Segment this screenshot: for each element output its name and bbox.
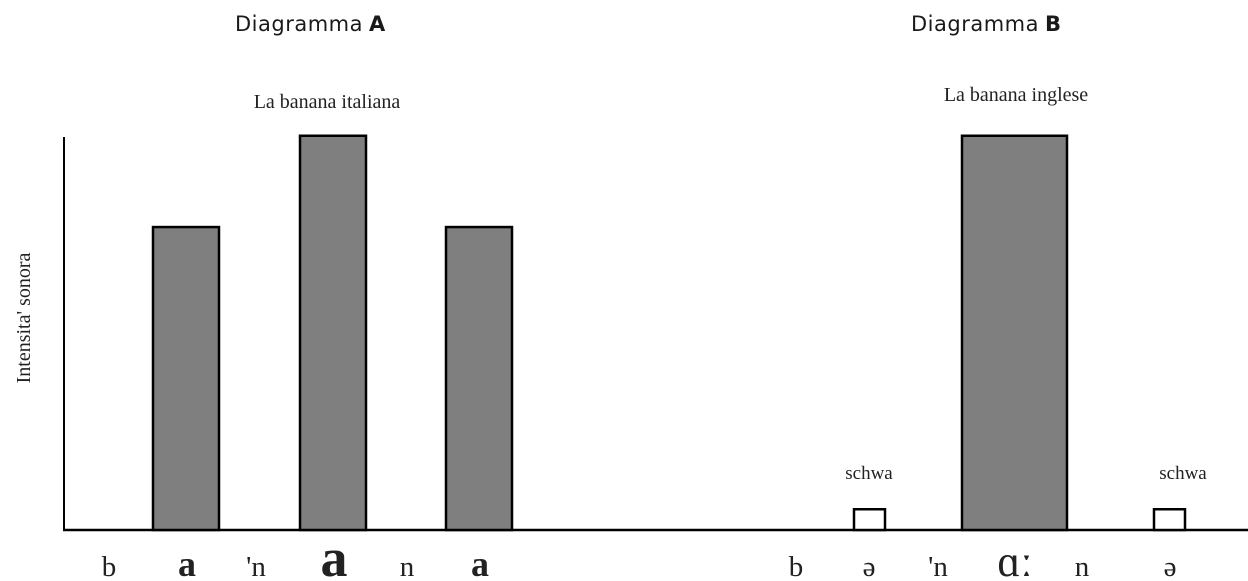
diagram-b-letter: B (1045, 12, 1062, 36)
panel-title-inglese: La banana inglese (944, 84, 1088, 106)
diagram-a-word: Diagramma (235, 12, 363, 36)
syllable-label: 'n (246, 551, 266, 581)
syllable-label: ə (1164, 551, 1177, 581)
diagram-b-heading: Diagramma B (911, 12, 1062, 36)
diagram-b-word: Diagramma (911, 12, 1039, 36)
stress-bar-inglese-2 (960, 134, 1069, 532)
panel-title-italiana: La banana italiana (254, 91, 401, 113)
schwa-bar-inglese-3 (1152, 508, 1187, 532)
syllable-label: n (1075, 551, 1090, 581)
diagram-a-heading: Diagramma A (235, 12, 386, 36)
syllable-label: b (789, 551, 804, 581)
bar-annotation-schwa: schwa (1159, 463, 1207, 484)
schwa-bar-inglese-1 (852, 508, 887, 532)
y-axis-label: Intensita' sonora (13, 252, 35, 383)
syllable-label: ɑː (997, 537, 1032, 581)
syllable-label: n (400, 551, 415, 581)
stress-bar-italiana-1 (151, 225, 221, 532)
syllable-label: a (321, 528, 348, 581)
bar-annotation-schwa: schwa (845, 463, 893, 484)
syllable-label: a (471, 544, 489, 581)
syllable-label: b (102, 551, 117, 581)
syllable-label: a (178, 544, 196, 581)
syllable-label: ə (863, 551, 876, 581)
syllable-label: 'n (928, 551, 948, 581)
diagram-a-letter: A (369, 12, 386, 36)
stress-bar-italiana-2 (298, 134, 368, 532)
stress-bar-italiana-3 (444, 225, 514, 532)
